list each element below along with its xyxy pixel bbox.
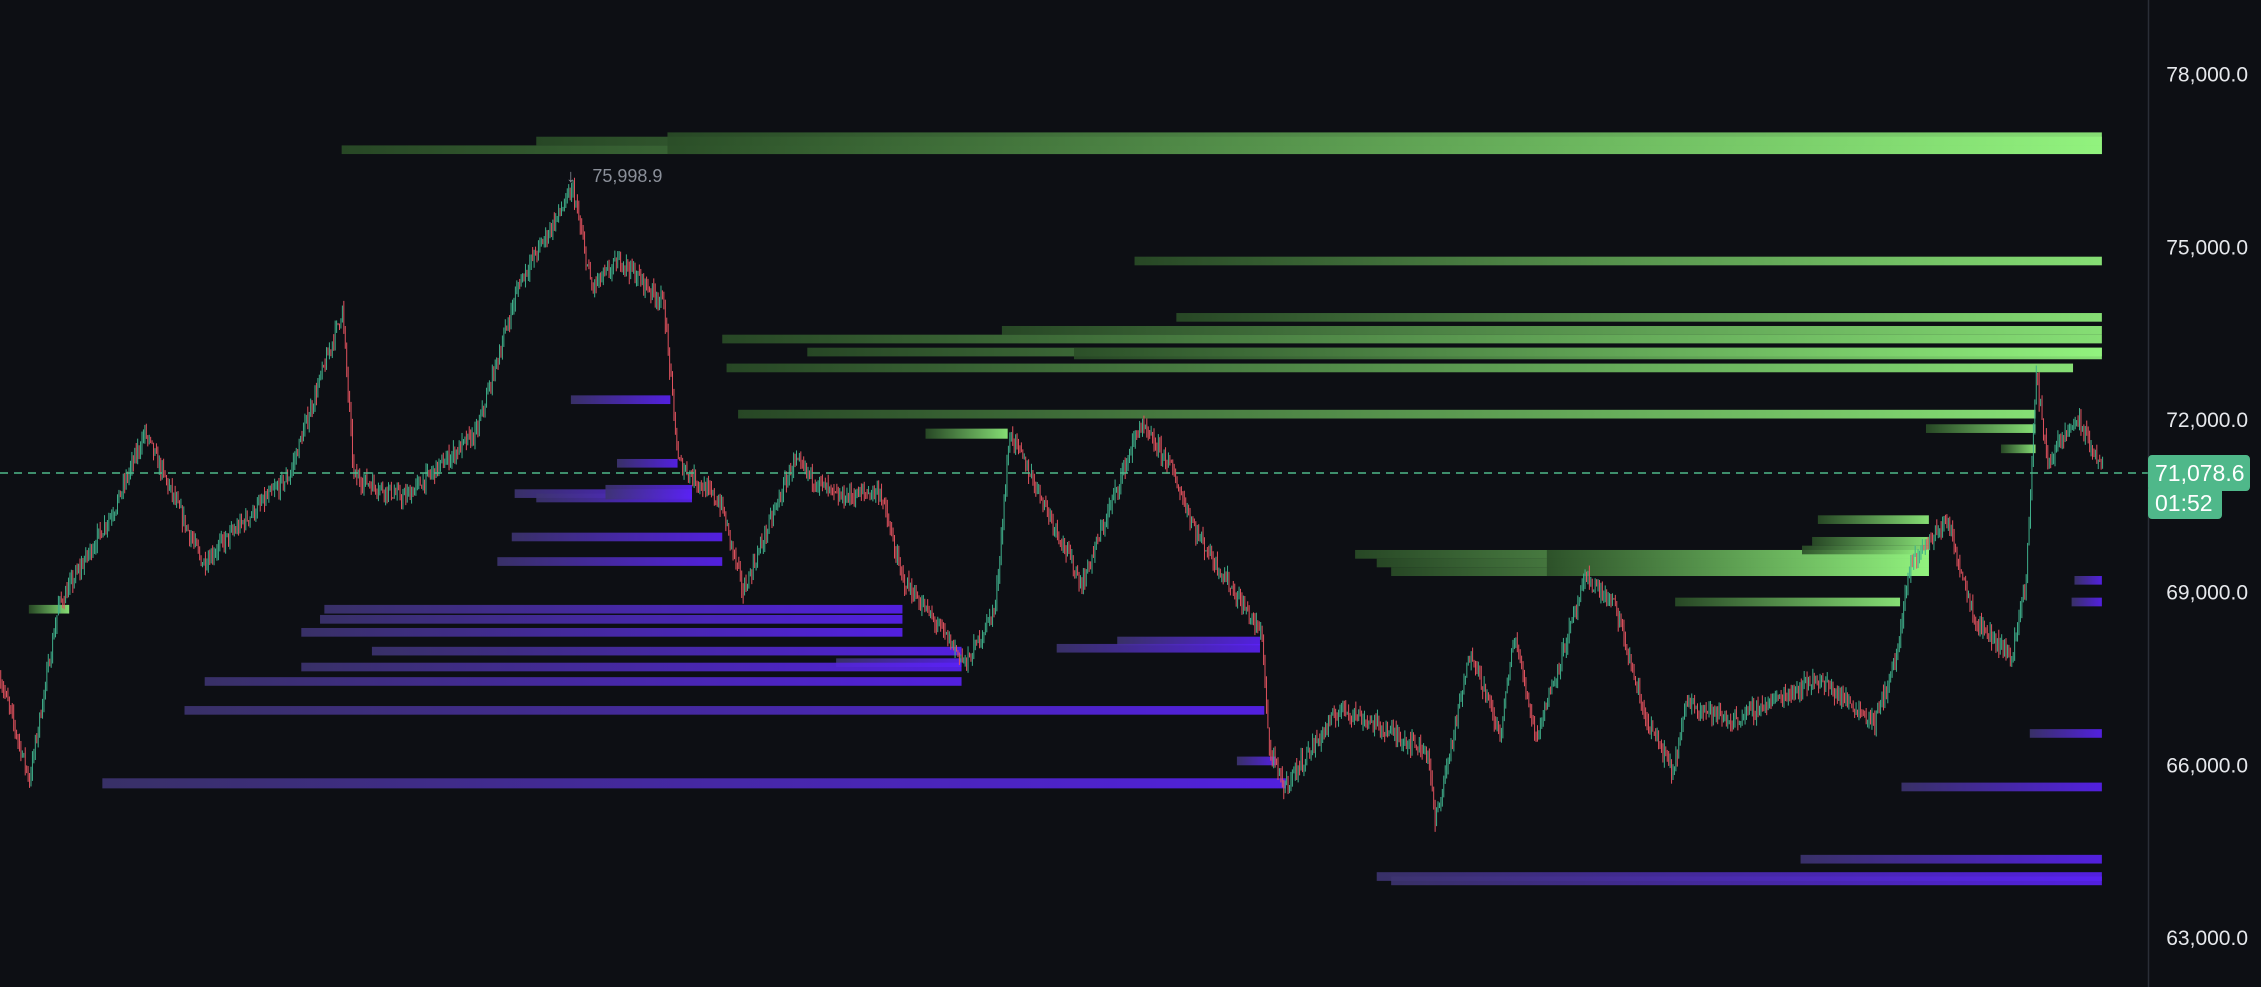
price-tick-label: 66,000.0 — [2166, 754, 2248, 777]
demand-zone — [301, 627, 903, 637]
current-price-label: 71,078.6 — [2155, 460, 2245, 486]
supply-zone — [1001, 325, 2102, 335]
demand-zone — [204, 677, 962, 686]
demand-zone — [371, 646, 962, 656]
price-tick-label: 75,000.0 — [2166, 236, 2248, 259]
supply-zone — [2000, 444, 2036, 454]
supply-zone — [1817, 515, 1929, 524]
current-price-tag: 71,078.6 01:52 — [2148, 455, 2250, 520]
demand-zone — [605, 484, 692, 500]
supply-zone — [1546, 549, 1929, 577]
demand-zone — [320, 614, 903, 624]
high-marker: ↓ 75,998.9 — [566, 166, 662, 186]
demand-zone — [1056, 643, 1260, 653]
demand-zone — [324, 604, 903, 614]
candle-countdown: 01:52 — [2155, 490, 2213, 516]
demand-zone — [836, 658, 962, 668]
demand-zone — [2071, 597, 2102, 607]
supply-zone — [1134, 256, 2102, 266]
demand-zone — [497, 557, 723, 566]
demand-zone — [184, 706, 1265, 715]
supply-zone — [1812, 536, 1929, 546]
demand-zone — [1236, 756, 1276, 766]
price-tick-label: 78,000.0 — [2166, 64, 2248, 87]
demand-zone — [1391, 876, 2102, 886]
supply-zone — [726, 363, 2074, 373]
price-axis[interactable]: 78,000.0 75,000.0 72,000.0 69,000.0 66,000.0… — [2166, 64, 2248, 951]
supply-zone — [925, 428, 1008, 439]
supply-zone — [722, 334, 2102, 344]
demand-zone — [1117, 636, 1260, 646]
supply-zone — [738, 409, 2036, 419]
supply-zone — [1925, 424, 2036, 433]
supply-zone — [1176, 313, 2102, 322]
supply-zone — [1074, 347, 2102, 360]
price-tick-label: 72,000.0 — [2166, 409, 2248, 432]
demand-zone — [301, 662, 962, 672]
demand-zone — [2029, 729, 2102, 738]
demand-zone — [1901, 782, 2102, 792]
demand-zone — [617, 458, 678, 468]
supply-zone — [28, 604, 70, 614]
liquidity-zones — [28, 132, 2102, 886]
demand-zone — [570, 395, 671, 405]
demand-zone — [2074, 576, 2102, 585]
demand-zone — [1800, 854, 2102, 864]
high-label: 75,998.9 — [592, 166, 662, 186]
demand-zone — [511, 532, 723, 542]
candles — [0, 177, 2104, 832]
supply-zone — [1675, 597, 1901, 607]
price-tick-label: 63,000.0 — [2166, 927, 2248, 950]
supply-zone — [667, 132, 2102, 155]
supply-zone — [1802, 545, 1929, 555]
demand-zone — [102, 778, 1286, 789]
price-tick-label: 69,000.0 — [2166, 582, 2248, 605]
arrow-down-icon: ↓ — [566, 166, 575, 186]
